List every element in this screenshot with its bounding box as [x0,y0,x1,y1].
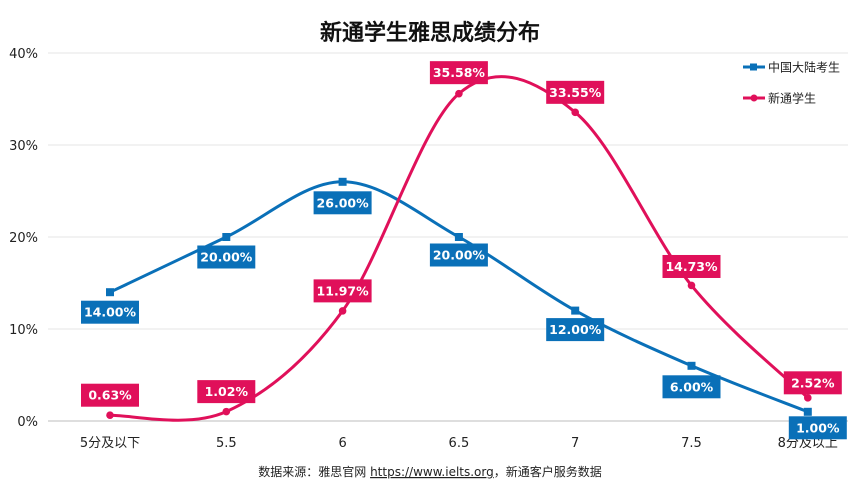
data-label: 6.00% [662,375,721,399]
data-point [106,411,114,420]
data-label-box [81,300,139,324]
data-point [571,108,579,117]
data-label-box [788,416,847,440]
data-label: 11.97% [313,279,372,303]
data-label: 12.00% [546,318,605,342]
data-label-box [81,383,139,407]
y-tick-label: 30% [9,139,38,154]
data-label-box [546,80,605,104]
legend-marker [750,63,757,71]
x-tick-label: 5分及以下 [80,436,140,451]
x-tick-label: 6.5 [449,436,470,451]
data-point [687,361,696,370]
x-tick-label: 5.5 [216,436,237,451]
data-label: 14.00% [81,300,139,324]
data-label-box [662,375,721,399]
data-label-box [662,254,721,278]
data-label: 26.00% [313,191,372,215]
data-label: 33.55% [546,80,605,104]
data-label: 14.73% [662,254,721,278]
source-suffix: ，新通客户服务数据 [494,464,602,479]
y-tick-label: 20% [9,231,38,246]
series-mainland [106,177,812,416]
y-tick-label: 40% [9,47,38,62]
data-label-box [313,279,372,303]
data-label-text: 14.00% [84,305,137,320]
x-tick-label: 8分及以上 [778,436,838,451]
data-label-text: 11.97% [317,283,370,298]
data-point [571,306,580,315]
data-label-text: 1.02% [205,384,249,399]
data-label-box [197,380,256,404]
data-label-text: 26.00% [317,195,370,210]
data-label-text: 12.00% [549,322,602,337]
data-label-text: 1.00% [796,420,840,435]
data-point [454,233,463,241]
data-label-box [197,245,256,269]
data-label-box [429,243,488,267]
data-point [222,407,231,416]
series [106,75,812,422]
data-label: 2.52% [783,371,842,395]
data-label: 1.02% [197,380,256,404]
source-link[interactable]: https://www.ielts.org [370,465,494,479]
data-label: 20.00% [429,243,488,267]
data-point [687,281,696,290]
data-label-text: 0.63% [88,388,132,403]
data-label-box [783,371,842,395]
data-point [338,307,347,315]
data-label-text: 20.00% [433,248,486,263]
legend-label: 新通学生 [768,91,816,106]
data-label-text: 35.58% [433,65,486,80]
data-point [804,394,812,402]
x-tick-label: 7 [571,436,579,451]
legend-label: 中国大陆考生 [768,60,840,75]
legend-entry: 新通学生 [743,91,816,106]
gridlines [48,52,848,422]
data-label-box [313,191,372,215]
data-label: 0.63% [81,383,139,407]
y-tick-label: 10% [9,323,38,338]
data-label-text: 2.52% [791,375,835,390]
data-point [222,233,231,241]
data-label: 1.00% [788,416,847,440]
data-label-box [546,318,605,342]
data-point [106,288,114,297]
data-label-box [429,61,488,85]
source-prefix: 数据来源：雅思官网 [258,464,370,479]
x-tick-label: 7.5 [681,436,702,451]
data-label-text: 20.00% [200,250,253,265]
data-label: 20.00% [197,245,256,269]
data-label-text: 6.00% [670,379,714,394]
data-point [803,407,812,416]
data-labels: 14.00% 20.00% 26.00% 20.00% 12.00% 6.00% 1.00%… [81,61,847,440]
data-point [338,177,347,186]
series-xintong [106,75,812,422]
data-point [455,89,463,98]
data-label-text: 14.73% [665,259,718,274]
chart-title: 新通学生雅思成绩分布 [320,20,540,46]
x-tick-label: 6 [338,436,346,451]
source-note: 数据来源：雅思官网 https://www.ielts.org，新通客户服务数据 [258,464,602,479]
axes: 0% 10% 20% 30% 40% 5分及以下 5.5 6 6.5 7 7.5 8分及以上 [9,47,838,451]
y-tick-label: 0% [17,415,38,430]
legend-marker [750,94,758,102]
data-label-text: 33.55% [549,85,602,100]
data-label: 35.58% [429,61,488,85]
legend-entry: 中国大陆考生 [743,60,840,75]
